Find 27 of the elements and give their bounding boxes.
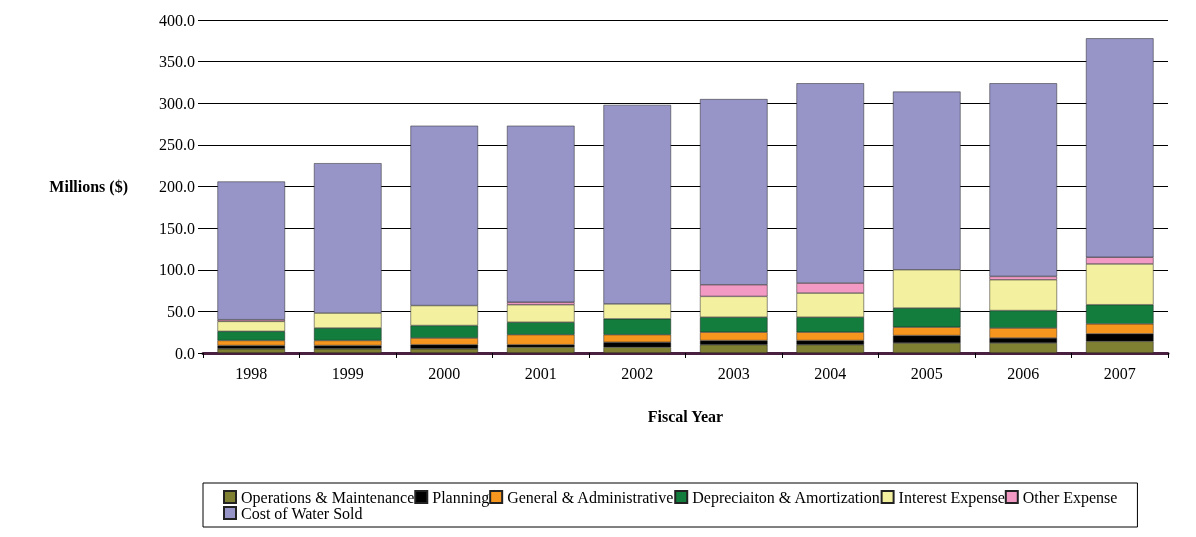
y-tick-label: 200.0 bbox=[159, 178, 195, 195]
x-axis-title: Fiscal Year bbox=[647, 407, 724, 425]
legend-label: Other Expense bbox=[1022, 488, 1118, 507]
x-tick-label: 2004 bbox=[814, 364, 847, 382]
x-tick-label: 2002 bbox=[621, 364, 654, 382]
y-tick-label: 150.0 bbox=[159, 219, 195, 237]
y-tick-label: 100.0 bbox=[159, 261, 195, 279]
legend-label: Depreciaiton & Amortization bbox=[692, 488, 880, 507]
y-tick-label: 300.0 bbox=[159, 94, 195, 112]
x-tick-label: 1998 bbox=[235, 364, 268, 382]
legend-label: Planning bbox=[432, 488, 490, 507]
legend-label: Operations & Maintenance bbox=[241, 488, 415, 507]
x-tick-label: 1999 bbox=[331, 364, 364, 382]
x-tick-label: 2007 bbox=[1103, 364, 1136, 382]
x-tick-label: 2001 bbox=[524, 364, 557, 382]
y-tick-label: 350.0 bbox=[159, 53, 195, 71]
x-tick-label: 2003 bbox=[717, 364, 750, 382]
y-tick-label: 250.0 bbox=[159, 136, 195, 154]
y-tick-label: 400.0 bbox=[159, 11, 195, 29]
x-tick-label: 2006 bbox=[1007, 364, 1040, 382]
y-tick-label: 50.0 bbox=[167, 302, 195, 320]
y-tick-label: 0.0 bbox=[175, 344, 195, 362]
x-tick-label: 2000 bbox=[428, 364, 461, 382]
y-axis-title: Millions ($) bbox=[49, 178, 128, 196]
legend-label: General & Administrative bbox=[507, 488, 674, 506]
legend-label: Interest Expense bbox=[898, 488, 1005, 507]
x-tick-label: 2005 bbox=[910, 364, 943, 382]
